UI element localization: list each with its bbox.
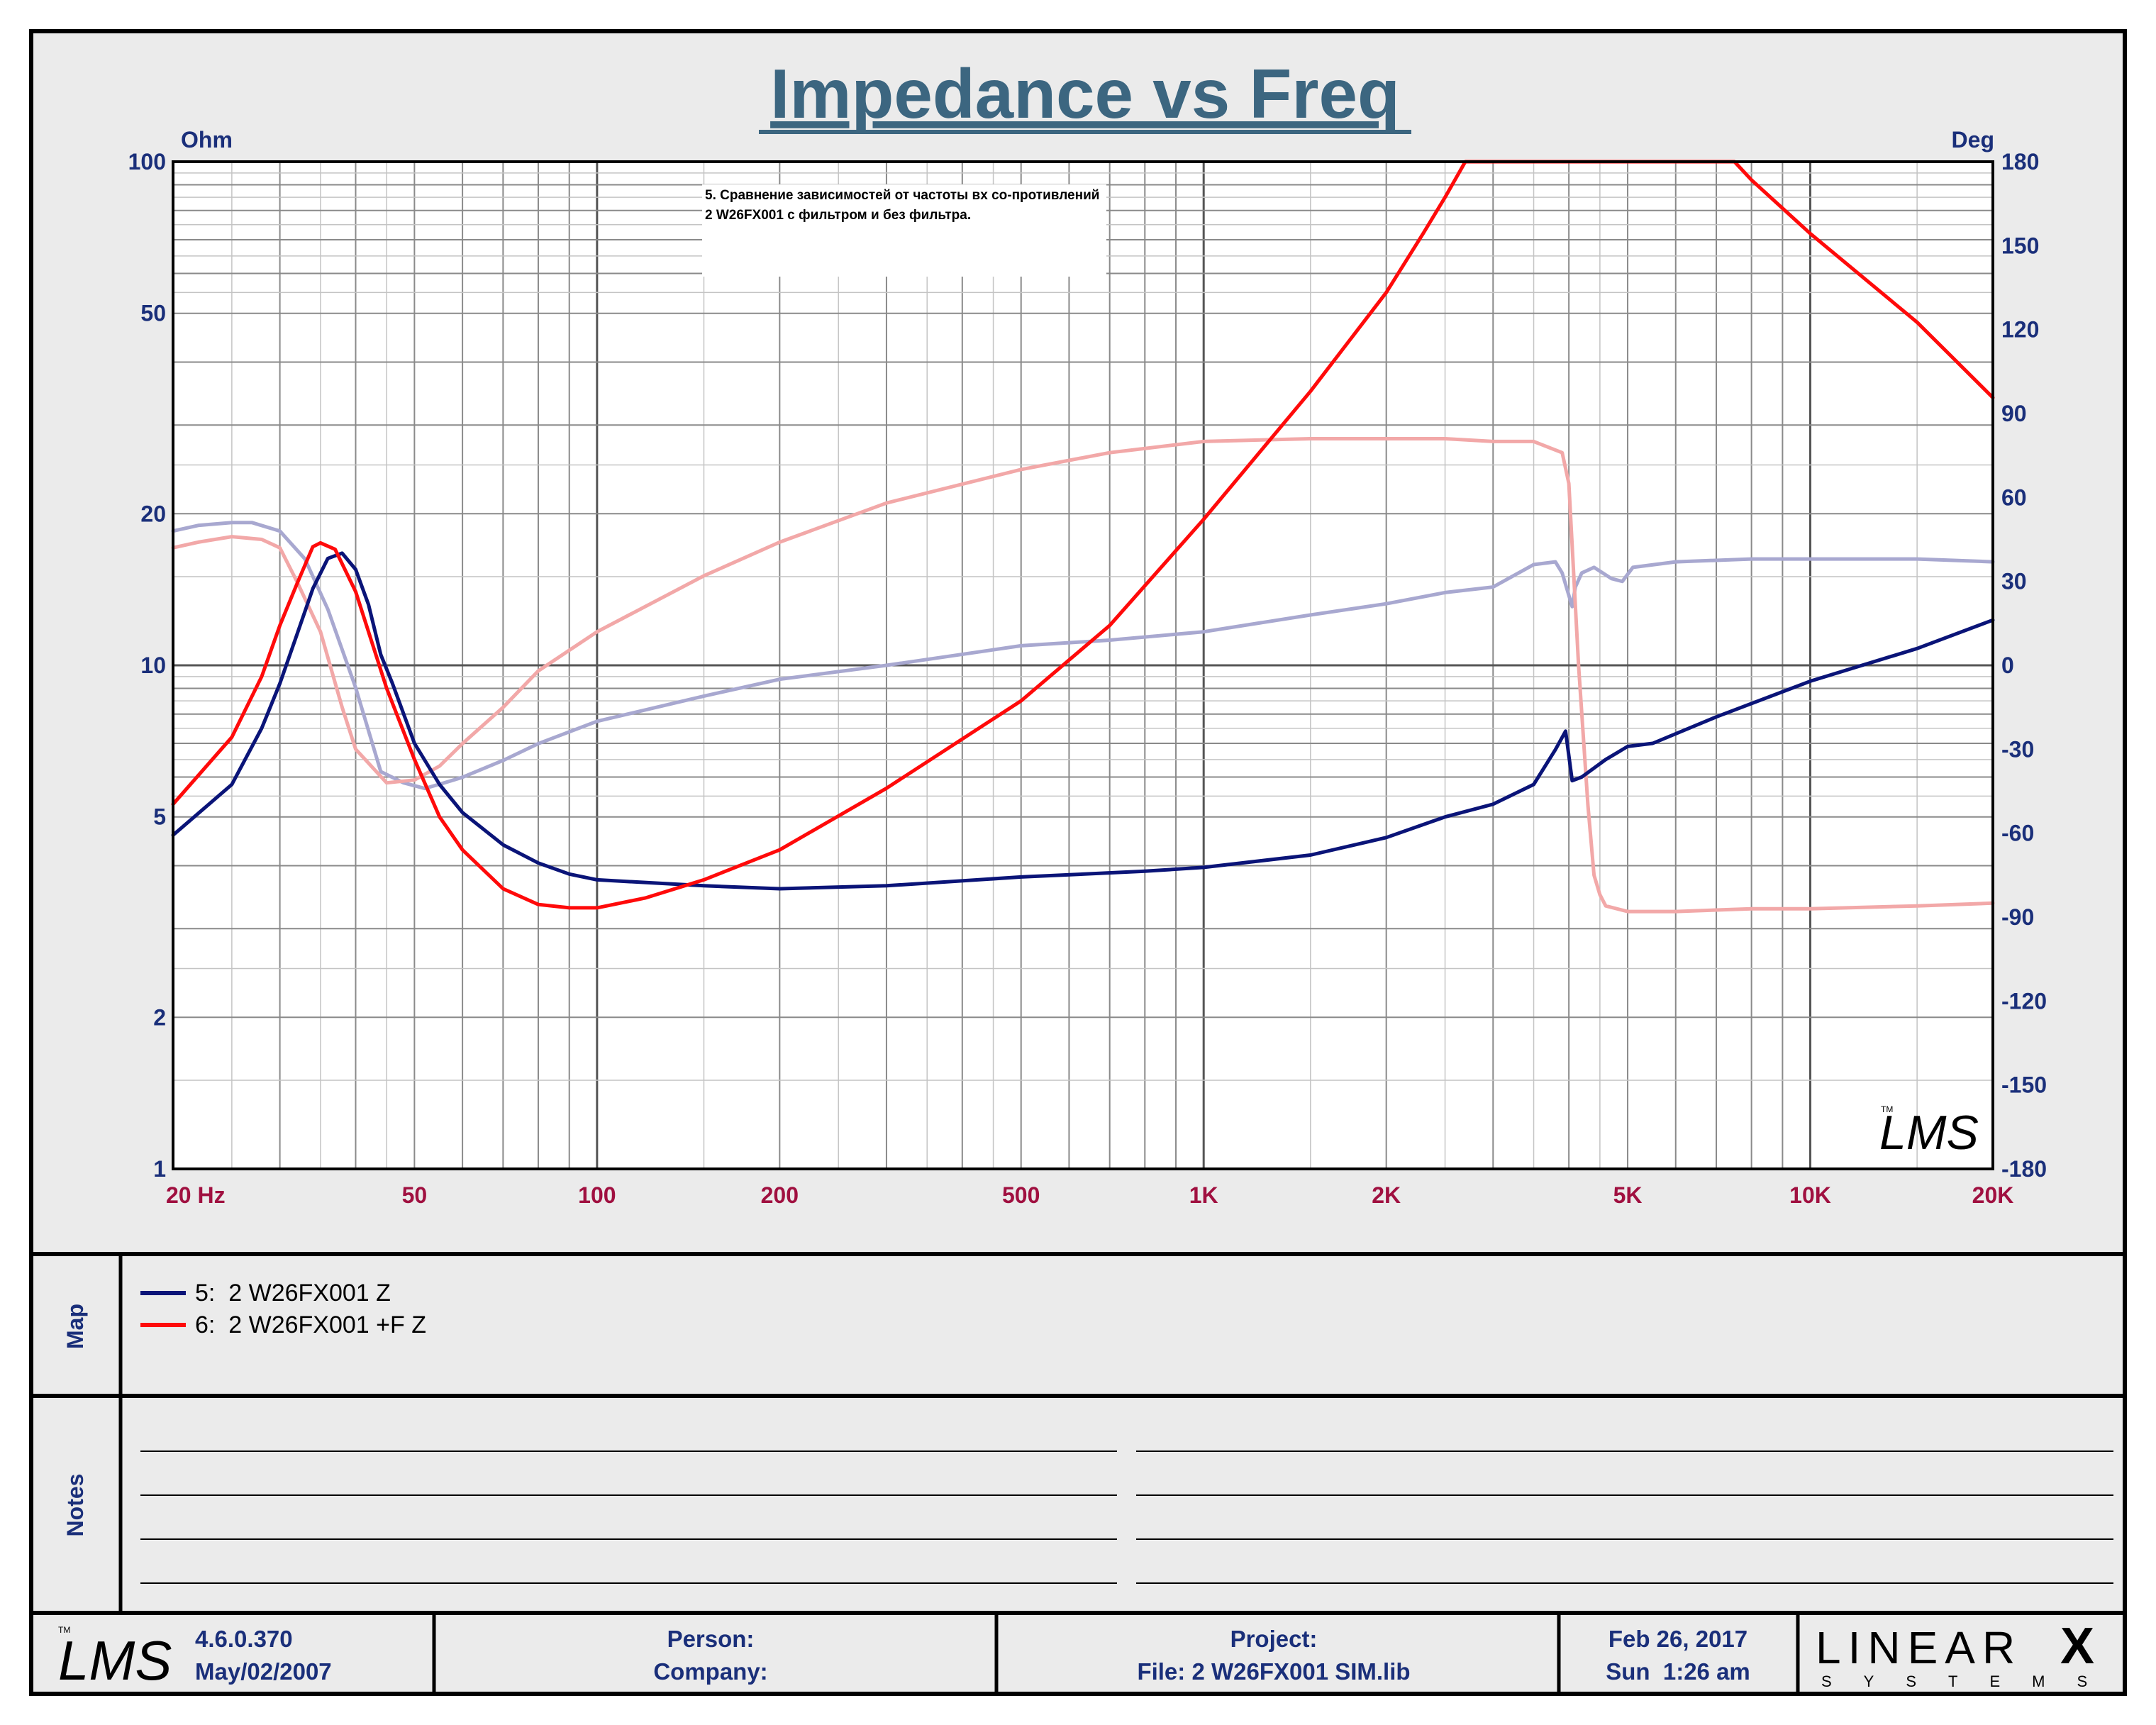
x-tick-label: 1K (1189, 1182, 1218, 1208)
linearx-logo-word: LINEAR (1816, 1622, 2022, 1673)
project-file: File: 2 W26FX001 SIM.lib (1137, 1658, 1410, 1685)
plot-grid (172, 162, 1994, 1170)
x-tick-label: 200 (761, 1182, 799, 1208)
y2-tick-label: 180 (2001, 149, 2039, 174)
plot-frame (172, 160, 1994, 1170)
annotation-box (702, 184, 1106, 277)
legend-label-series-6: 6: 2 W26FX001 +F Z (195, 1311, 426, 1338)
y2-tick-label: -150 (2001, 1072, 2047, 1098)
y2-axis-unit-label: Deg (1952, 127, 1994, 152)
notes-rule-lines (140, 1451, 2113, 1584)
x-tick-label: 10K (1789, 1182, 1831, 1208)
series-line-3 (171, 521, 1995, 791)
svg-text:LMS: LMS (1879, 1106, 1979, 1160)
y2-tick-label: -30 (2001, 736, 2034, 762)
y2-tick-label: -120 (2001, 988, 2047, 1014)
y-tick-label: 10 (140, 653, 166, 678)
y-tick-label: 1 (153, 1156, 166, 1182)
map-side-label: Map (62, 1304, 88, 1349)
lms-plot-logo: LMS TM (1879, 1104, 1979, 1160)
y2-tick-label: 90 (2001, 401, 2027, 426)
software-build-date: May/02/2007 (195, 1658, 332, 1685)
x-tick-label: 2K (1372, 1182, 1401, 1208)
y-tick-label: 2 (153, 1004, 166, 1030)
notes-side-label: Notes (62, 1474, 88, 1537)
x-tick-label: 50 (402, 1182, 428, 1208)
y-tick-label: 5 (153, 804, 166, 830)
company-label: Company: (653, 1658, 767, 1685)
svg-text:TM: TM (58, 1625, 70, 1635)
legend-label-series-5: 5: 2 W26FX001 Z (195, 1280, 391, 1307)
x-tick-label: 20K (1972, 1182, 2014, 1208)
annotation-text: 5. Сравнение зависимостей от частоты вх … (705, 188, 1100, 223)
y2-tick-label: 120 (2001, 317, 2039, 343)
y2-tick-label: 150 (2001, 233, 2039, 258)
x-tick-label: 100 (578, 1182, 616, 1208)
linearx-logo-systems: SYSTEMS (1821, 1673, 2119, 1690)
y-tick-label: 20 (140, 501, 166, 526)
series-line-4 (171, 437, 1995, 914)
y2-tick-label: 30 (2001, 569, 2027, 594)
y-axis-unit-label: Ohm (181, 127, 233, 152)
linearx-logo-x: X (2060, 1618, 2094, 1675)
report-date: Feb 26, 2017 (1608, 1626, 1747, 1652)
project-label: Project: (1230, 1626, 1318, 1652)
tick-labels: 20 Hz 50 100 200 500 1K 2K 5K 10K 20K100502010521… (128, 149, 2047, 1208)
report-time: Sun 1:26 am (1606, 1658, 1750, 1685)
y2-tick-label: -90 (2001, 904, 2034, 930)
x-tick-label: 5K (1613, 1182, 1643, 1208)
y2-tick-label: -60 (2001, 821, 2034, 846)
x-tick-label: 20 Hz (166, 1182, 226, 1208)
y-tick-label: 50 (140, 301, 166, 326)
series-layer (171, 160, 1995, 914)
x-tick-label: 500 (1002, 1182, 1040, 1208)
svg-text:TM: TM (1881, 1104, 1893, 1114)
svg-text:LMS: LMS (58, 1629, 172, 1692)
software-version: 4.6.0.370 (195, 1626, 293, 1652)
chart-title: Impedance vs Freq (770, 55, 1400, 133)
person-label: Person: (667, 1626, 755, 1652)
y2-tick-label: -180 (2001, 1156, 2047, 1182)
footer-title-block: LMS TM 4.6.0.370 May/02/2007 Person: Com… (29, 1611, 2127, 1696)
notes-panel: Notes (29, 1394, 2127, 1615)
linearx-logo: LINEAR X SYSTEMS (1816, 1618, 2119, 1690)
y-tick-label: 100 (128, 149, 166, 174)
lms-footer-logo: LMS TM (58, 1625, 172, 1692)
y2-tick-label: 60 (2001, 484, 2027, 510)
y2-tick-label: 0 (2001, 653, 2014, 678)
map-panel: Map 5: 2 W26FX001 Z 6: 2 W26FX001 +F Z (29, 1252, 2127, 1398)
